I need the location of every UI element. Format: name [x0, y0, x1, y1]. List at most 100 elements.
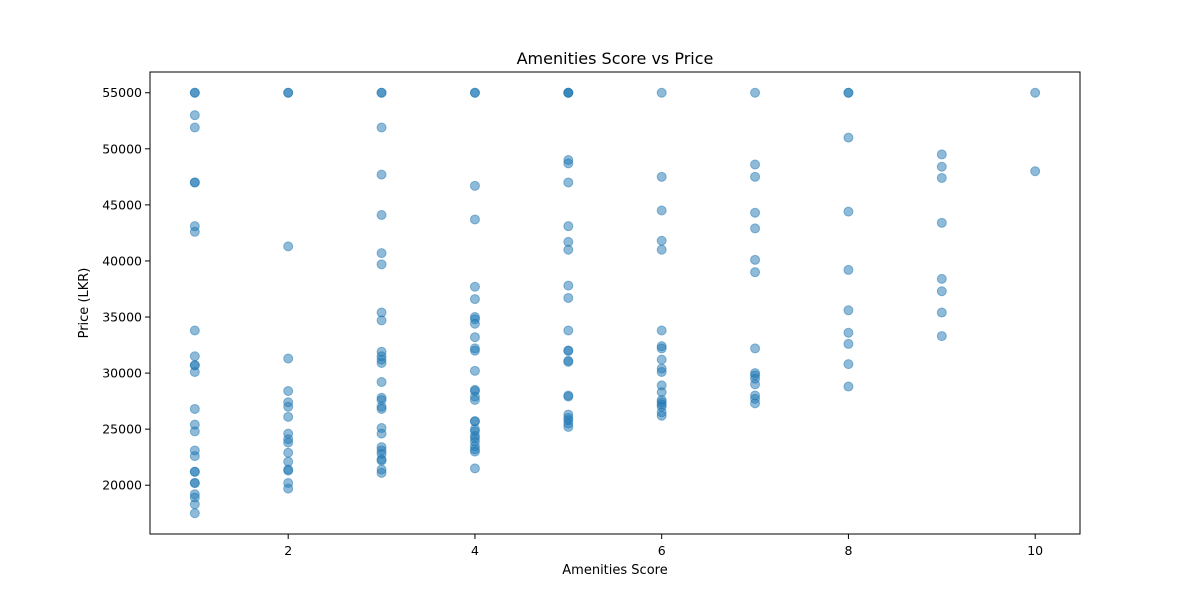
data-point	[563, 158, 574, 169]
data-point	[563, 356, 574, 367]
data-point	[843, 381, 854, 392]
data-point	[283, 241, 294, 252]
data-point	[563, 345, 574, 356]
data-point	[283, 465, 294, 476]
data-point	[283, 401, 294, 412]
data-point	[189, 508, 200, 519]
data-point	[750, 254, 761, 265]
y-tick-label: 45000	[102, 197, 142, 212]
x-tick-label: 10	[1027, 543, 1043, 558]
data-point	[469, 332, 480, 343]
x-tick-label: 4	[471, 543, 479, 558]
data-point	[936, 172, 947, 183]
data-point	[189, 366, 200, 377]
chart-title: Amenities Score vs Price	[517, 49, 714, 68]
data-point	[469, 365, 480, 376]
data-point	[189, 466, 200, 477]
data-point	[283, 447, 294, 458]
data-point	[563, 421, 574, 432]
data-point	[283, 437, 294, 448]
data-point	[936, 307, 947, 318]
data-point	[656, 325, 667, 336]
data-point	[189, 451, 200, 462]
data-point	[283, 87, 294, 98]
data-point	[189, 325, 200, 336]
data-point	[469, 214, 480, 225]
data-point	[283, 411, 294, 422]
y-tick-label: 20000	[102, 478, 142, 493]
data-point	[189, 499, 200, 510]
y-tick-label: 35000	[102, 310, 142, 325]
data-point	[1030, 166, 1041, 177]
data-point	[563, 292, 574, 303]
plot-area-frame	[149, 71, 1081, 535]
data-point	[843, 132, 854, 143]
data-point	[656, 410, 667, 421]
data-point	[376, 357, 387, 368]
data-point	[189, 403, 200, 414]
data-point	[656, 87, 667, 98]
data-point	[750, 379, 761, 390]
x-axis: 2 4 6 8 10	[284, 534, 1043, 558]
y-tick-label: 40000	[102, 253, 142, 268]
x-tick-label: 2	[284, 543, 292, 558]
data-point	[563, 244, 574, 255]
x-axis-label: Amenities Score	[562, 563, 667, 578]
data-point	[376, 403, 387, 414]
data-point	[189, 110, 200, 121]
data-point	[936, 286, 947, 297]
data-point	[189, 477, 200, 488]
data-point	[469, 394, 480, 405]
data-point	[189, 122, 200, 133]
data-point	[189, 351, 200, 362]
data-point	[563, 221, 574, 232]
data-point	[750, 207, 761, 218]
data-point	[189, 87, 200, 98]
data-point	[563, 87, 574, 98]
y-axis: 20000 25000 30000 35000 40000 45000 50000 55000	[102, 85, 150, 493]
data-point	[843, 264, 854, 275]
data-point	[563, 177, 574, 188]
data-point	[376, 169, 387, 180]
data-point	[376, 467, 387, 478]
data-point	[469, 318, 480, 329]
data-point	[843, 305, 854, 316]
data-point	[656, 366, 667, 377]
data-point	[656, 235, 667, 246]
data-point	[376, 209, 387, 220]
data-point	[283, 353, 294, 364]
data-point	[469, 294, 480, 305]
y-axis-label: Price (LKR)	[77, 268, 92, 339]
x-tick-label: 8	[844, 543, 852, 558]
data-point	[936, 273, 947, 284]
data-point	[283, 483, 294, 494]
data-point	[936, 331, 947, 342]
data-point	[843, 206, 854, 217]
data-point	[656, 171, 667, 182]
data-point	[843, 338, 854, 349]
points-layer	[189, 87, 1041, 519]
y-tick-label: 30000	[102, 366, 142, 381]
data-point	[936, 217, 947, 228]
data-point	[563, 325, 574, 336]
data-point	[750, 87, 761, 98]
data-point	[469, 463, 480, 474]
data-point	[283, 386, 294, 397]
data-point	[843, 87, 854, 98]
data-point	[469, 446, 480, 457]
data-point	[563, 391, 574, 402]
data-point	[936, 161, 947, 172]
data-point	[936, 149, 947, 160]
data-point	[376, 87, 387, 98]
data-point	[750, 223, 761, 234]
data-point	[843, 359, 854, 370]
data-point	[376, 428, 387, 439]
data-point	[376, 259, 387, 270]
data-point	[750, 267, 761, 278]
data-point	[750, 159, 761, 170]
data-point	[750, 398, 761, 409]
y-tick-label: 55000	[102, 85, 142, 100]
data-point	[189, 426, 200, 437]
